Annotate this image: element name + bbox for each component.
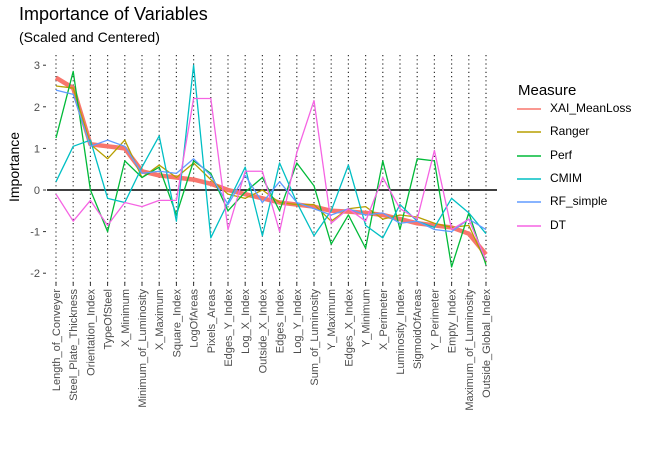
legend-swatch	[517, 154, 541, 157]
y-axis-ticks: -2 -1 0 1 2 3	[30, 60, 46, 280]
x-tick-label: Square_Index	[171, 289, 183, 358]
legend-label: XAI_MeanLoss	[550, 101, 632, 115]
x-tick-label: X_Maximum	[154, 289, 166, 350]
x-tick-label: Outside_X_Index	[257, 289, 269, 374]
x-tick-label: Empty_Index	[447, 289, 459, 354]
legend-label: Ranger	[550, 124, 590, 139]
x-tick-label: SigmoidOfAreas	[412, 289, 424, 370]
x-tick-label: Steel_Plate_Thickness	[68, 289, 80, 401]
series-line-cmim	[55, 64, 487, 239]
x-tick-label: Edges_X_Index	[343, 289, 355, 367]
y-axis-label: Importance	[6, 132, 22, 202]
series-line-rf-simple	[55, 89, 487, 233]
x-tick-label: Sum_of_Luminosity	[309, 289, 321, 386]
x-tick-label: Maximum_of_Luminosity	[464, 289, 476, 411]
y-tick-label: -2	[30, 268, 40, 280]
x-tick-label: Orientation_Index	[85, 289, 97, 376]
legend-label: RF_simple	[550, 194, 608, 209]
y-tick-label: 2	[34, 102, 40, 114]
x-tick-label: Y_Maximum	[326, 289, 338, 350]
series-line-ranger	[55, 85, 487, 264]
x-tick-label: TypeOfSteel	[103, 289, 115, 350]
series-layer	[54, 64, 488, 268]
y-tick-label: -1	[30, 227, 40, 239]
x-tick-label: Y_Perimeter	[429, 289, 441, 350]
series-line-dt	[55, 97, 487, 261]
series-line-perf	[55, 70, 487, 268]
x-tick-label: Outside_Global_Index	[481, 289, 493, 398]
legend-label: DT	[550, 217, 566, 232]
y-tick-label: 0	[34, 185, 40, 197]
x-tick-label: X_Minimum	[120, 289, 132, 347]
x-tick-label: Log_Y_Index	[292, 289, 304, 354]
x-tick-label: Log_X_Index	[240, 289, 252, 354]
series-line-xai-meanloss	[54, 75, 488, 256]
x-tick-label: Y_Minimum	[361, 289, 373, 347]
x-tick-label: Edges_Y_Index	[223, 289, 235, 367]
x-tick-label: X_Perimeter	[378, 289, 390, 350]
x-tick-label: LogOfAreas	[189, 289, 201, 348]
x-tick-label: Pixels_Areas	[206, 289, 218, 354]
legend-title: Measure	[518, 82, 577, 99]
legend-label: Perf	[550, 147, 573, 162]
x-tick-label: Luminosity_Index	[395, 289, 407, 375]
y-tick-label: 3	[34, 60, 40, 72]
x-tick-label: Length_of_Conveyer	[51, 289, 63, 391]
legend-label: CMIM	[550, 170, 582, 185]
y-tick-label: 1	[34, 143, 40, 155]
legend-swatch	[517, 108, 541, 110]
x-tick-label: Edges_Index	[275, 289, 287, 354]
legend-swatch	[517, 178, 541, 180]
x-axis-ticks: Length_of_Conveyer Steel_Plate_Thickness O…	[51, 283, 493, 411]
legend-swatch	[517, 131, 541, 134]
chart-title: Importance of Variables	[19, 4, 208, 24]
x-tick-label: Minimum_of_Luminosity	[137, 289, 149, 408]
chart-subtitle: (Scaled and Centered)	[19, 29, 160, 45]
legend-swatch	[517, 201, 541, 203]
grid-lines	[55, 55, 487, 283]
legend-swatch	[517, 224, 541, 227]
